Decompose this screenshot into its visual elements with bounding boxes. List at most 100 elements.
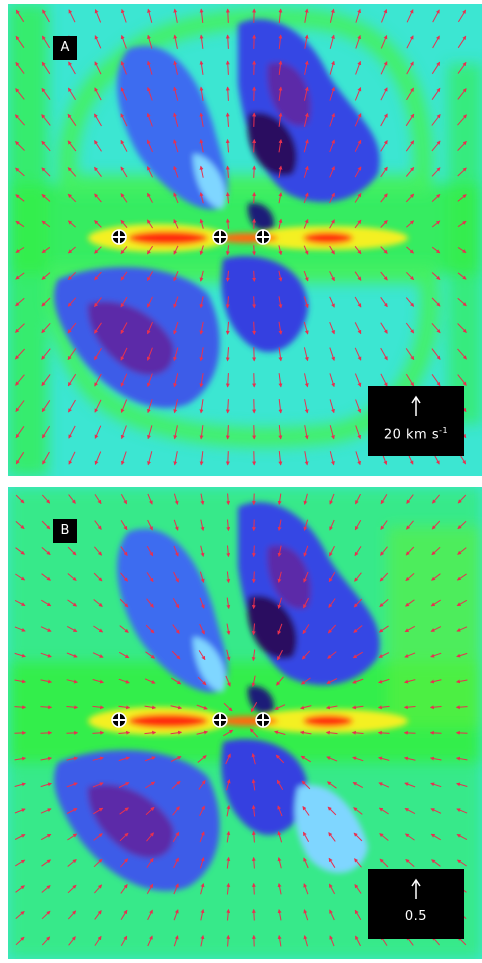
velocity-arrow — [303, 909, 309, 921]
velocity-arrow — [147, 34, 153, 49]
velocity-arrow — [457, 520, 467, 530]
velocity-arrow — [147, 935, 153, 947]
velocity-arrow — [327, 651, 337, 659]
velocity-arrow — [41, 374, 51, 387]
velocity-arrow — [94, 166, 102, 177]
velocity-arrow — [353, 832, 363, 842]
velocity-arrow — [355, 399, 362, 414]
velocity-arrow — [199, 34, 204, 49]
velocity-arrow — [67, 910, 77, 920]
velocity-arrow — [119, 832, 129, 842]
velocity-arrow — [379, 599, 389, 608]
velocity-arrow — [404, 625, 416, 633]
velocity-arrow — [15, 547, 25, 555]
velocity-arrow — [380, 271, 388, 281]
velocity-arrow — [120, 858, 129, 868]
velocity-arrow — [199, 857, 205, 869]
velocity-arrow — [251, 649, 256, 662]
velocity-arrow — [406, 220, 415, 228]
velocity-arrow — [94, 451, 102, 466]
velocity-arrow — [303, 571, 309, 583]
velocity-arrow — [144, 678, 156, 684]
velocity-arrow — [250, 701, 258, 713]
velocity-arrow — [456, 808, 468, 814]
velocity-arrow — [94, 347, 102, 361]
velocity-arrow — [355, 34, 362, 49]
velocity-arrow — [41, 859, 52, 867]
velocity-arrow — [252, 218, 257, 229]
velocity-arrow — [41, 885, 51, 893]
velocity-arrow — [278, 425, 283, 440]
velocity-arrow — [329, 935, 335, 947]
velocity-arrow — [457, 494, 467, 504]
velocity-arrow — [67, 193, 77, 203]
velocity-arrow — [200, 934, 205, 947]
velocity-arrow — [225, 451, 230, 466]
velocity-arrow — [403, 730, 416, 735]
velocity-arrow — [223, 729, 234, 737]
velocity-arrow — [173, 373, 179, 388]
velocity-arrow — [378, 678, 390, 684]
velocity-arrow — [379, 833, 389, 841]
velocity-arrow — [41, 425, 51, 439]
velocity-arrow — [329, 399, 335, 414]
velocity-arrow — [380, 520, 388, 531]
velocity-arrow — [431, 113, 441, 126]
velocity-arrow — [146, 322, 153, 335]
velocity-arrow — [92, 652, 104, 658]
velocity-arrow — [301, 780, 311, 790]
velocity-arrow — [147, 519, 153, 531]
velocity-arrow — [199, 571, 205, 583]
velocity-arrow — [457, 547, 467, 555]
velocity-arrow — [406, 246, 414, 254]
velocity-arrow — [225, 192, 230, 204]
scale-box: 0.5 — [368, 869, 464, 939]
velocity-arrow — [377, 730, 390, 735]
velocity-arrow — [380, 546, 388, 556]
velocity-arrow — [251, 623, 256, 636]
velocity-arrow — [40, 626, 52, 632]
velocity-arrow — [303, 270, 309, 282]
velocity-arrows-b — [14, 493, 468, 947]
velocity-arrow — [380, 113, 388, 127]
velocity-arrow — [277, 519, 282, 532]
velocity-arrow — [173, 245, 179, 255]
velocity-arrow — [380, 61, 388, 75]
scale-value: 20 km s — [383, 427, 440, 443]
velocity-arrow — [199, 296, 204, 309]
velocity-arrow — [278, 8, 283, 23]
velocity-arrow — [278, 86, 283, 101]
velocity-arrow — [431, 546, 441, 556]
velocity-arrow — [456, 782, 468, 787]
velocity-arrow — [303, 296, 309, 309]
velocity-arrow — [405, 297, 415, 307]
velocity-arrow — [120, 546, 128, 557]
velocity-arrow — [41, 348, 51, 360]
velocity-arrow — [457, 35, 467, 49]
velocity-arrow — [276, 779, 284, 791]
velocity-arrow — [198, 779, 206, 790]
velocity-arrow — [252, 270, 257, 282]
velocity-arrow — [146, 857, 154, 868]
velocity-arrow — [251, 597, 256, 610]
velocity-arrow — [15, 247, 25, 253]
velocity-arrow — [405, 348, 415, 361]
velocity-arrow — [94, 494, 102, 505]
velocity-arrow — [278, 296, 283, 309]
velocity-arrow — [67, 167, 77, 177]
velocity-arrow — [200, 519, 205, 532]
velocity-arrow — [405, 166, 415, 177]
velocity-arrow — [226, 597, 231, 610]
velocity-arrow — [146, 86, 153, 101]
velocity-arrow — [301, 650, 311, 660]
velocity-arrow — [278, 321, 283, 335]
velocity-arrow — [15, 451, 25, 465]
velocity-arrow — [225, 34, 230, 49]
velocity-arrow — [354, 546, 362, 557]
velocity-arrow — [120, 572, 128, 582]
velocity-arrow — [145, 624, 155, 634]
velocity-arrow — [277, 857, 282, 869]
velocity-arrow — [406, 271, 415, 281]
velocity-arrow — [354, 271, 362, 281]
velocity-arrow — [118, 705, 131, 710]
